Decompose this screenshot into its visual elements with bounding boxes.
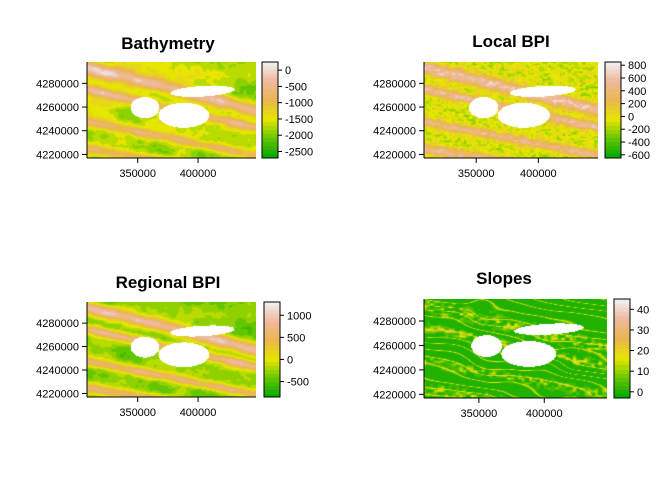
legend-tick-label: 30 (637, 325, 649, 337)
legend-tick-label: 600 (628, 73, 646, 85)
y-tick-label: 4260000 (36, 342, 79, 354)
y-tick-label: 4280000 (36, 318, 79, 330)
panel-title: Local BPI (472, 32, 549, 51)
legend-tick-label: 10 (637, 366, 649, 378)
legend-tick-label: -1000 (285, 98, 313, 110)
legend-tick-label: 200 (628, 99, 646, 111)
x-tick-label: 400000 (520, 168, 557, 180)
y-tick-label: 4260000 (373, 102, 416, 114)
legend-colorbar (264, 302, 280, 397)
x-tick-label: 350000 (119, 407, 156, 419)
y-tick-label: 4280000 (36, 78, 79, 90)
y-tick-label: 4240000 (373, 126, 416, 138)
legend-colorbar (262, 62, 278, 158)
x-tick-label: 400000 (180, 168, 217, 180)
legend-tick-label: 0 (285, 65, 291, 77)
legend-tick-label: -200 (628, 124, 650, 136)
y-tick-label: 4220000 (373, 389, 416, 401)
x-tick-label: 350000 (461, 408, 498, 420)
y-tick-label: 4220000 (36, 149, 79, 161)
legend-tick-label: 500 (287, 332, 305, 344)
legend-tick-label: -500 (285, 81, 307, 93)
raster-image (424, 299, 607, 398)
legend-tick-label: 800 (628, 60, 646, 72)
legend-tick-label: 20 (637, 346, 649, 358)
panel-title: Bathymetry (121, 34, 215, 53)
legend-tick-label: 1000 (287, 310, 311, 322)
x-tick-label: 400000 (180, 407, 217, 419)
x-tick-label: 350000 (119, 168, 156, 180)
panel-bathymetry: Bathymetry 350000 400000 4220000 4240000 4260… (36, 34, 313, 180)
y-tick-label: 4220000 (36, 388, 79, 400)
legend-tick-label: -2500 (285, 146, 313, 158)
y-tick-label: 4240000 (373, 365, 416, 377)
raster-image (87, 62, 256, 158)
y-tick-label: 4280000 (373, 316, 416, 328)
legend-frame (613, 298, 631, 399)
y-tick-label: 4240000 (36, 365, 79, 377)
y-tick-label: 4240000 (36, 126, 79, 138)
legend-colorbar (614, 299, 630, 398)
y-tick-label: 4280000 (373, 78, 416, 90)
y-tick-label: 4260000 (36, 102, 79, 114)
x-tick-label: 350000 (458, 168, 495, 180)
panel-slopes: Slopes 350000 400000 4220000 4240000 4260000 4… (373, 269, 649, 420)
legend-frame (604, 61, 622, 159)
raster-image (87, 302, 256, 397)
legend-tick-label: -400 (628, 137, 650, 149)
raster-image (424, 62, 598, 158)
legend-tick-label: 0 (637, 387, 643, 399)
y-tick-label: 4260000 (373, 340, 416, 352)
panel-title: Regional BPI (116, 273, 221, 292)
legend-tick-label: 0 (287, 354, 293, 366)
legend-tick-label: -1500 (285, 114, 313, 126)
legend-colorbar (605, 62, 621, 158)
panel-title: Slopes (476, 269, 532, 288)
panel-local-bpi: Local BPI 350000 400000 4220000 4240000 42600… (373, 32, 650, 180)
y-tick-label: 4220000 (373, 149, 416, 161)
legend-tick-label: 40 (637, 304, 649, 316)
legend-tick-label: -600 (628, 150, 650, 162)
legend-frame (261, 61, 279, 159)
panel-regional-bpi: Regional BPI 350000 400000 4220000 4240000 42… (36, 273, 311, 419)
legend-tick-label: 400 (628, 86, 646, 98)
legend-frame (263, 301, 281, 398)
legend-tick-label: -500 (287, 377, 309, 389)
x-tick-label: 400000 (526, 408, 563, 420)
legend-tick-label: 0 (628, 111, 634, 123)
legend-tick-label: -2000 (285, 130, 313, 142)
